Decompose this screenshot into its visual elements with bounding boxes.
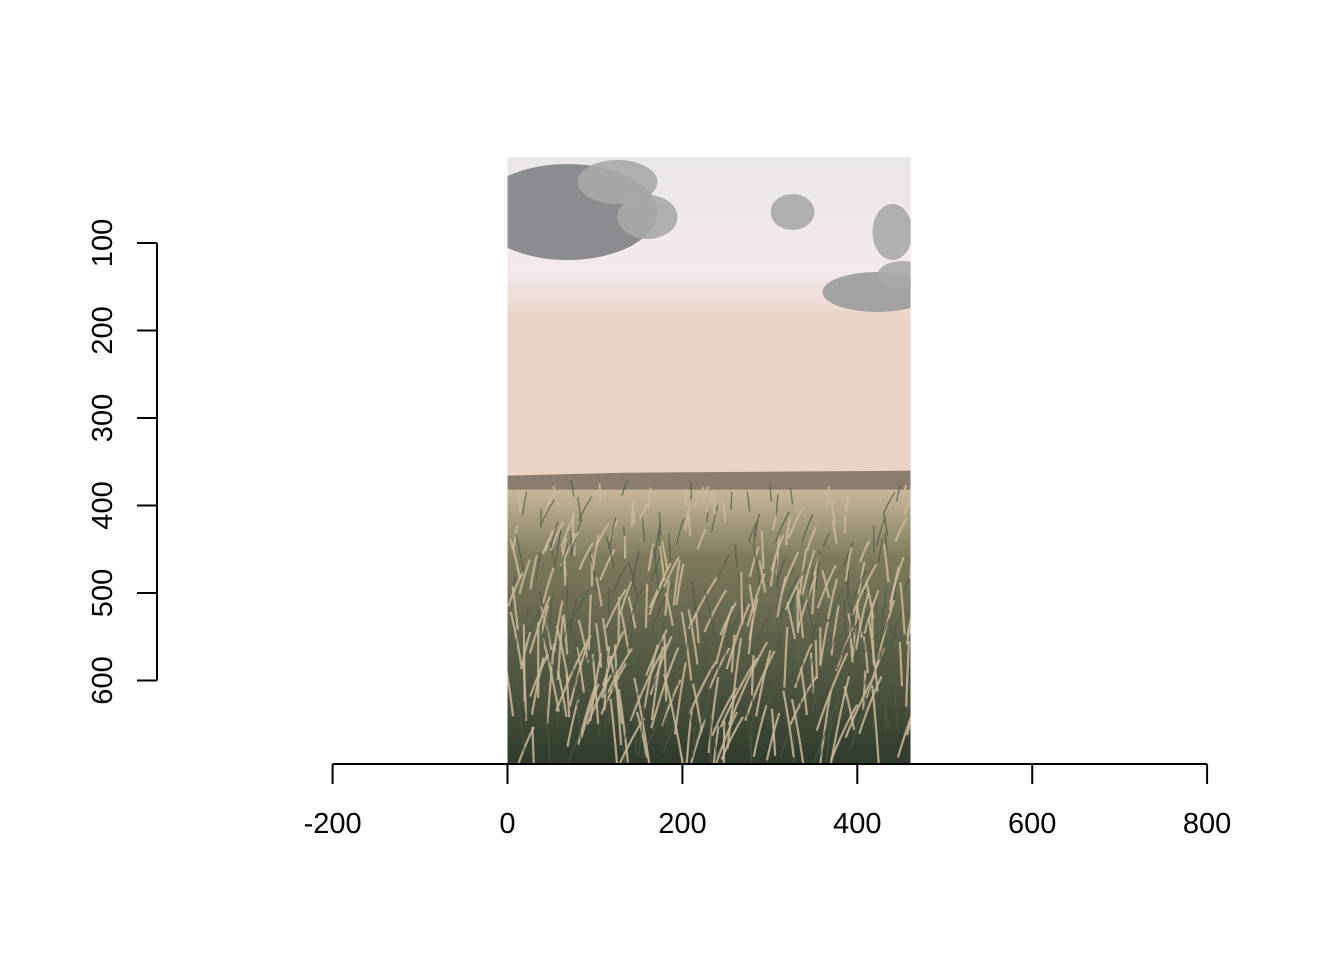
raster-image-wheat-field (507, 157, 911, 764)
y-tick-label: 300 (87, 394, 119, 442)
cloud (770, 194, 815, 230)
y-tick-label: 600 (87, 656, 119, 704)
x-tick-label: 800 (1183, 808, 1231, 840)
cloud (877, 261, 911, 289)
x-axis: -200 0 200 400 600 800 (304, 763, 1231, 840)
distant-hills (507, 470, 911, 494)
cloud (577, 160, 658, 204)
x-tick-label: -200 (304, 808, 362, 840)
y-axis: 100 200 300 400 500 600 (87, 219, 158, 705)
cloud (617, 195, 678, 239)
cloud (872, 204, 911, 260)
x-tick-label: 0 (499, 808, 515, 840)
grass-stalks (507, 479, 911, 764)
cloud (822, 272, 911, 312)
y-tick-label: 200 (87, 306, 119, 354)
y-tick-label: 100 (87, 219, 119, 267)
x-tick-label: 200 (658, 808, 706, 840)
x-tick-label: 600 (1008, 808, 1056, 840)
y-tick-label: 500 (87, 569, 119, 617)
y-tick-label: 400 (87, 481, 119, 529)
x-tick-label: 400 (833, 808, 881, 840)
